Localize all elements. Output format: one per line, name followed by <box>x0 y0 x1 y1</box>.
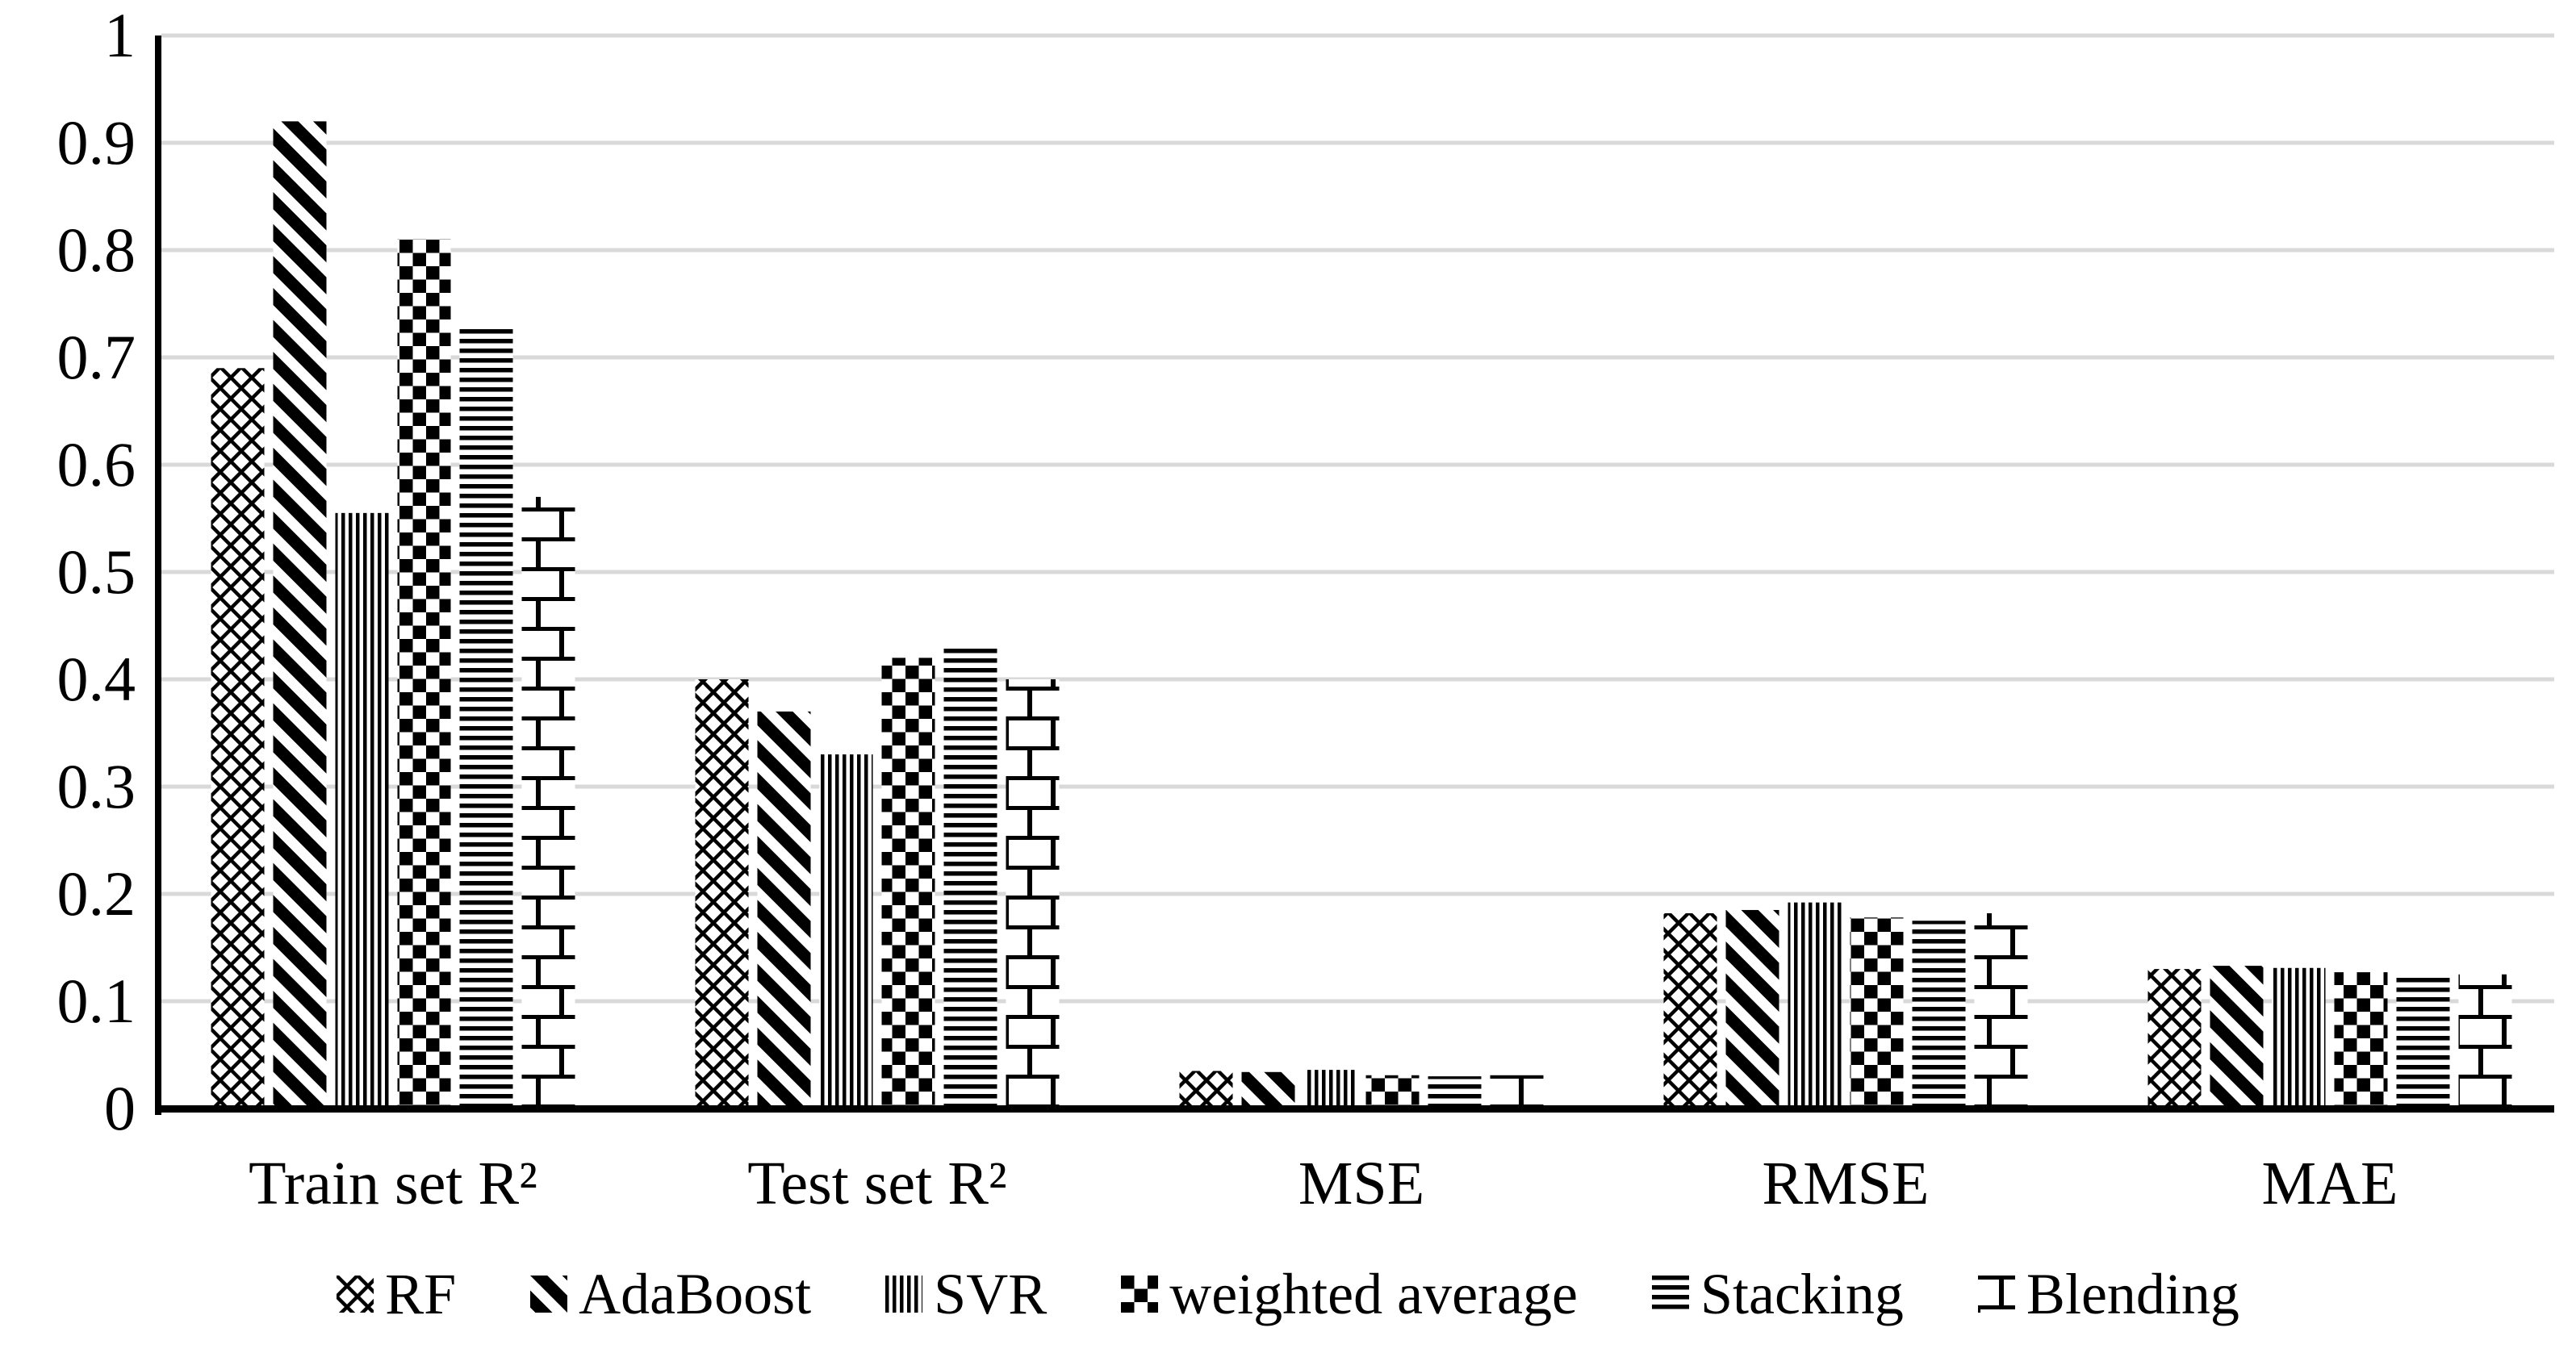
bar <box>695 679 749 1109</box>
bar <box>2458 974 2512 1109</box>
bar <box>1490 1075 1544 1109</box>
legend-item: AdaBoost <box>530 1265 811 1323</box>
bar <box>397 239 451 1109</box>
legend-item: weighted average <box>1121 1265 1578 1323</box>
bar <box>1912 921 1966 1109</box>
y-tick-label: 0 <box>104 1073 136 1143</box>
bar <box>1663 912 1717 1109</box>
legend: RF AdaBoost SVR weighted average <box>0 1249 2576 1339</box>
bar <box>273 121 327 1109</box>
legend-label: Blending <box>2026 1262 2239 1326</box>
y-tick-label: 0.6 <box>56 429 136 499</box>
legend-item: RF <box>337 1265 456 1323</box>
legend-swatch-icon <box>1121 1276 1159 1313</box>
gridline <box>161 462 2554 467</box>
y-axis-line <box>155 35 161 1115</box>
y-tick-label: 0.1 <box>56 966 136 1036</box>
legend-swatch-icon <box>1977 1276 2015 1313</box>
x-category-label: Test set R² <box>747 1150 1007 1217</box>
bar <box>1428 1076 1482 1109</box>
legend-swatch-icon <box>1651 1276 1689 1313</box>
y-tick-label: 0.4 <box>56 644 136 714</box>
gridline <box>161 999 2554 1004</box>
bar <box>2147 969 2202 1109</box>
legend-label: AdaBoost <box>579 1262 812 1326</box>
y-tick-label: 0.9 <box>56 107 136 177</box>
y-tick-label: 0.2 <box>56 858 136 929</box>
y-tick-label: 0.5 <box>56 537 136 607</box>
bar <box>335 512 389 1109</box>
y-tick-label: 0.3 <box>56 751 136 821</box>
legend-item: SVR <box>885 1265 1047 1323</box>
bar <box>521 496 575 1109</box>
gridline <box>161 33 2554 38</box>
bar <box>2396 973 2450 1109</box>
legend-label: RF <box>385 1262 457 1326</box>
legend-label: SVR <box>934 1262 1048 1326</box>
gridline <box>161 891 2554 896</box>
legend-label: Stacking <box>1700 1262 1904 1326</box>
x-category-label: Train set R² <box>249 1150 537 1217</box>
legend-swatch-icon <box>530 1276 568 1313</box>
bar <box>881 658 935 1109</box>
gridline <box>161 355 2554 360</box>
x-category-label: MSE <box>1298 1150 1425 1217</box>
gridline <box>161 570 2554 574</box>
bar <box>1850 917 1904 1109</box>
x-axis-line <box>155 1105 2554 1113</box>
bar <box>1365 1075 1420 1109</box>
legend-item: Stacking <box>1651 1262 1904 1326</box>
bar <box>757 711 811 1109</box>
bar <box>1006 679 1060 1109</box>
bar <box>943 647 997 1109</box>
gridline <box>161 677 2554 682</box>
bar <box>819 754 873 1109</box>
bar <box>211 368 265 1109</box>
legend-label: weighted average <box>1169 1262 1578 1326</box>
legend-swatch-icon <box>885 1276 923 1313</box>
bar <box>1788 902 1842 1109</box>
bar <box>459 325 513 1109</box>
y-tick-label: 0.8 <box>56 215 136 285</box>
gridline <box>161 248 2554 253</box>
bar <box>2272 967 2326 1109</box>
x-category-label: RMSE <box>1762 1150 1930 1217</box>
bar <box>2210 966 2264 1109</box>
y-tick-label: 0.7 <box>56 322 136 392</box>
y-tick-label: 1 <box>104 0 136 70</box>
bar <box>1303 1070 1357 1109</box>
bar <box>1725 909 1779 1109</box>
legend-swatch-icon <box>337 1276 374 1313</box>
x-category-label: MAE <box>2261 1150 2398 1217</box>
gridline <box>161 140 2554 145</box>
legend-item: Blending <box>1977 1262 2239 1326</box>
bar <box>1974 912 2028 1109</box>
gridline <box>161 784 2554 789</box>
bar <box>1241 1071 1295 1109</box>
bar <box>2334 972 2388 1109</box>
bar <box>1179 1071 1233 1109</box>
